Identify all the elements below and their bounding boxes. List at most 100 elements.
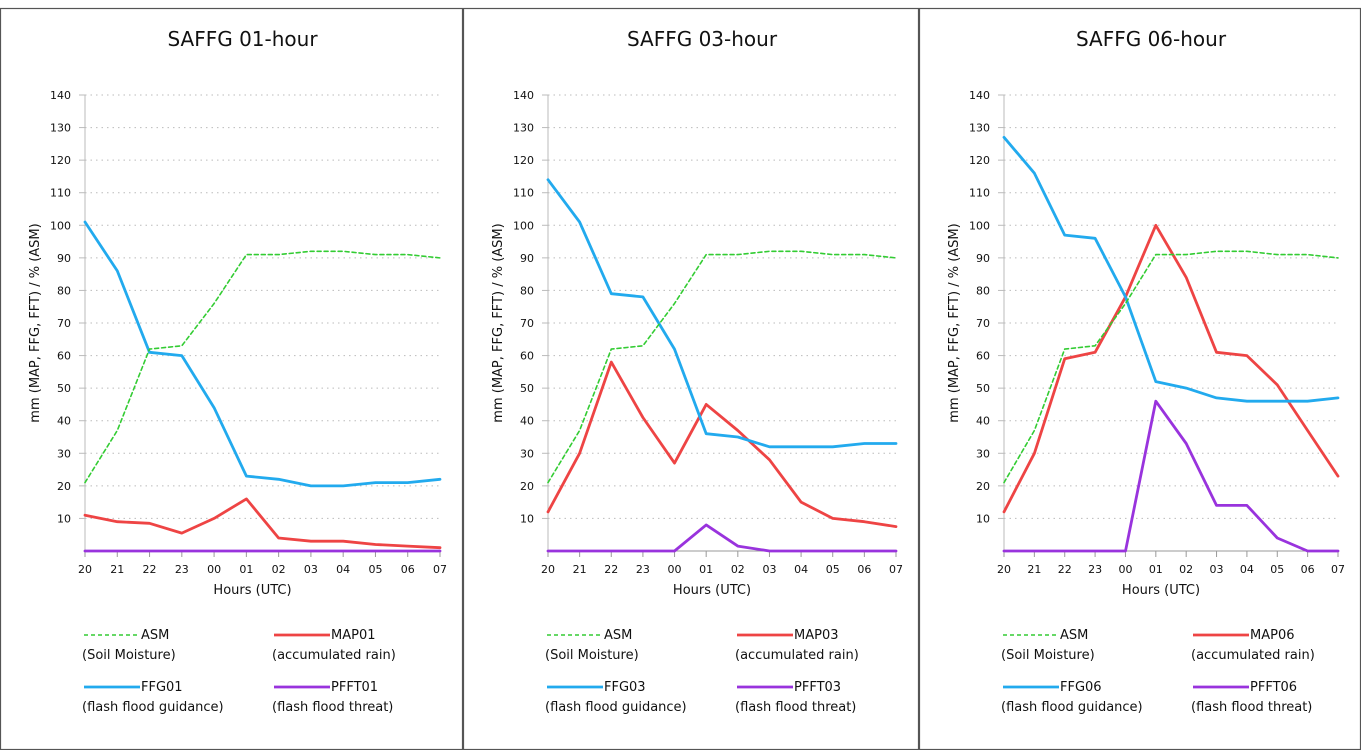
x-tick-label: 04: [336, 563, 350, 576]
legend-desc-map: (accumulated rain): [735, 648, 859, 663]
x-tick-label: 21: [1027, 563, 1041, 576]
y-axis-label: mm (MAP, FFG, FFT) / % (ASM): [947, 223, 962, 422]
x-tick-label: 01: [699, 563, 713, 576]
y-tick-label: 10: [57, 512, 71, 525]
x-tick-label: 00: [1118, 563, 1132, 576]
y-tick-label: 40: [976, 415, 990, 428]
x-tick-label: 04: [794, 563, 808, 576]
y-tick-label: 30: [976, 447, 990, 460]
y-tick-label: 10: [976, 512, 990, 525]
panel-border: [0, 7, 463, 750]
x-tick-label: 03: [762, 563, 776, 576]
series-line-asm: [84, 250, 441, 484]
y-tick-label: 20: [976, 480, 990, 493]
x-tick-label: 22: [143, 563, 157, 576]
legend-label-asm: ASM: [1060, 628, 1088, 643]
x-tick-label: 21: [573, 563, 587, 576]
x-tick-label: 06: [401, 563, 415, 576]
legend-label-map: MAP03: [794, 628, 839, 643]
legend-desc-map: (accumulated rain): [272, 648, 396, 663]
x-tick-label: 20: [997, 563, 1011, 576]
legend-label-pfft: PFFT01: [331, 680, 378, 695]
legend-label-pfft: PFFT03: [794, 680, 841, 695]
y-tick-label: 140: [969, 89, 990, 102]
legend-desc-ffg: (flash flood guidance): [82, 700, 224, 715]
y-tick-label: 20: [520, 480, 534, 493]
series-line-map: [1002, 223, 1340, 514]
x-tick-label: 22: [604, 563, 618, 576]
series-line-ffg: [83, 220, 442, 488]
legend-label-ffg: FFG03: [604, 680, 646, 695]
x-tick-label: 23: [175, 563, 189, 576]
x-tick-label: 20: [78, 563, 92, 576]
legend-desc-map: (accumulated rain): [1191, 648, 1315, 663]
y-tick-label: 90: [976, 252, 990, 265]
y-tick-label: 120: [50, 154, 71, 167]
y-tick-label: 90: [520, 252, 534, 265]
chart-svg-3: SAFFG 06-hour 10 20 30 40 50 60 70 80 90 100 110 120…: [919, 7, 1361, 750]
x-tick-label: 04: [1240, 563, 1254, 576]
x-tick-label: 06: [857, 563, 871, 576]
y-tick-label: 80: [57, 284, 71, 297]
y-tick-label: 30: [57, 447, 71, 460]
x-tick-label: 03: [1210, 563, 1224, 576]
x-axis-label: Hours (UTC): [673, 583, 751, 598]
y-tick-label: 60: [976, 350, 990, 363]
series-line-pfft: [546, 523, 898, 553]
y-tick-label: 40: [57, 415, 71, 428]
y-tick-label: 100: [513, 219, 534, 232]
x-tick-label: 07: [1331, 563, 1345, 576]
legend-label-ffg: FFG01: [141, 680, 183, 695]
y-tick-label: 130: [513, 122, 534, 135]
chart-panel-3: SAFFG 06-hour 10 20 30 40 50 60 70 80 90 100 110 120…: [919, 0, 1361, 750]
y-tick-label: 40: [520, 415, 534, 428]
y-tick-label: 120: [513, 154, 534, 167]
x-tick-label: 02: [272, 563, 286, 576]
y-tick-label: 70: [976, 317, 990, 330]
chart-svg-2: SAFFG 03-hour 10 20 30 40 50 60 70 80 90 100 110 120…: [463, 7, 919, 750]
y-tick-label: 140: [50, 89, 71, 102]
x-axis-label: Hours (UTC): [1122, 583, 1200, 598]
y-tick-label: 70: [520, 317, 534, 330]
y-tick-label: 80: [520, 284, 534, 297]
series-line-ffg: [1002, 135, 1340, 403]
chart-svg-1: SAFFG 01-hour 10 20 30 40 50 60 70 80 90 100 110 120…: [0, 7, 463, 750]
y-tick-label: 30: [520, 447, 534, 460]
x-tick-label: 05: [368, 563, 382, 576]
x-tick-label: 01: [1149, 563, 1163, 576]
chart-title: SAFFG 06-hour: [1076, 27, 1227, 51]
y-tick-label: 50: [976, 382, 990, 395]
series-line-ffg: [546, 178, 898, 449]
y-tick-label: 80: [976, 284, 990, 297]
y-tick-label: 110: [513, 187, 534, 200]
series-line-asm: [547, 250, 897, 484]
y-tick-label: 120: [969, 154, 990, 167]
legend-desc-pfft: (flash flood threat): [735, 700, 856, 715]
legend-desc-asm: (Soil Moisture): [545, 648, 639, 663]
legend-desc-asm: (Soil Moisture): [82, 648, 176, 663]
x-tick-label: 00: [668, 563, 682, 576]
x-tick-label: 05: [826, 563, 840, 576]
x-tick-label: 23: [636, 563, 650, 576]
x-tick-label: 20: [541, 563, 555, 576]
x-tick-label: 22: [1058, 563, 1072, 576]
legend-desc-ffg: (flash flood guidance): [545, 700, 687, 715]
y-tick-label: 50: [57, 382, 71, 395]
y-tick-label: 10: [520, 512, 534, 525]
legend-desc-ffg: (flash flood guidance): [1001, 700, 1143, 715]
chart-title: SAFFG 01-hour: [167, 27, 318, 51]
legend-desc-pfft: (flash flood threat): [1191, 700, 1312, 715]
y-tick-label: 130: [50, 122, 71, 135]
chart-panel-1: SAFFG 01-hour 10 20 30 40 50 60 70 80 90 100 110 120…: [0, 0, 463, 750]
series-line-map: [83, 497, 442, 550]
x-tick-label: 21: [110, 563, 124, 576]
x-tick-label: 02: [731, 563, 745, 576]
y-tick-label: 100: [969, 219, 990, 232]
y-tick-label: 130: [969, 122, 990, 135]
legend-label-map: MAP01: [331, 628, 376, 643]
y-axis-label: mm (MAP, FFG, FFT) / % (ASM): [491, 223, 506, 422]
y-axis-label: mm (MAP, FFG, FFT) / % (ASM): [28, 223, 43, 422]
y-tick-label: 70: [57, 317, 71, 330]
legend-label-map: MAP06: [1250, 628, 1295, 643]
